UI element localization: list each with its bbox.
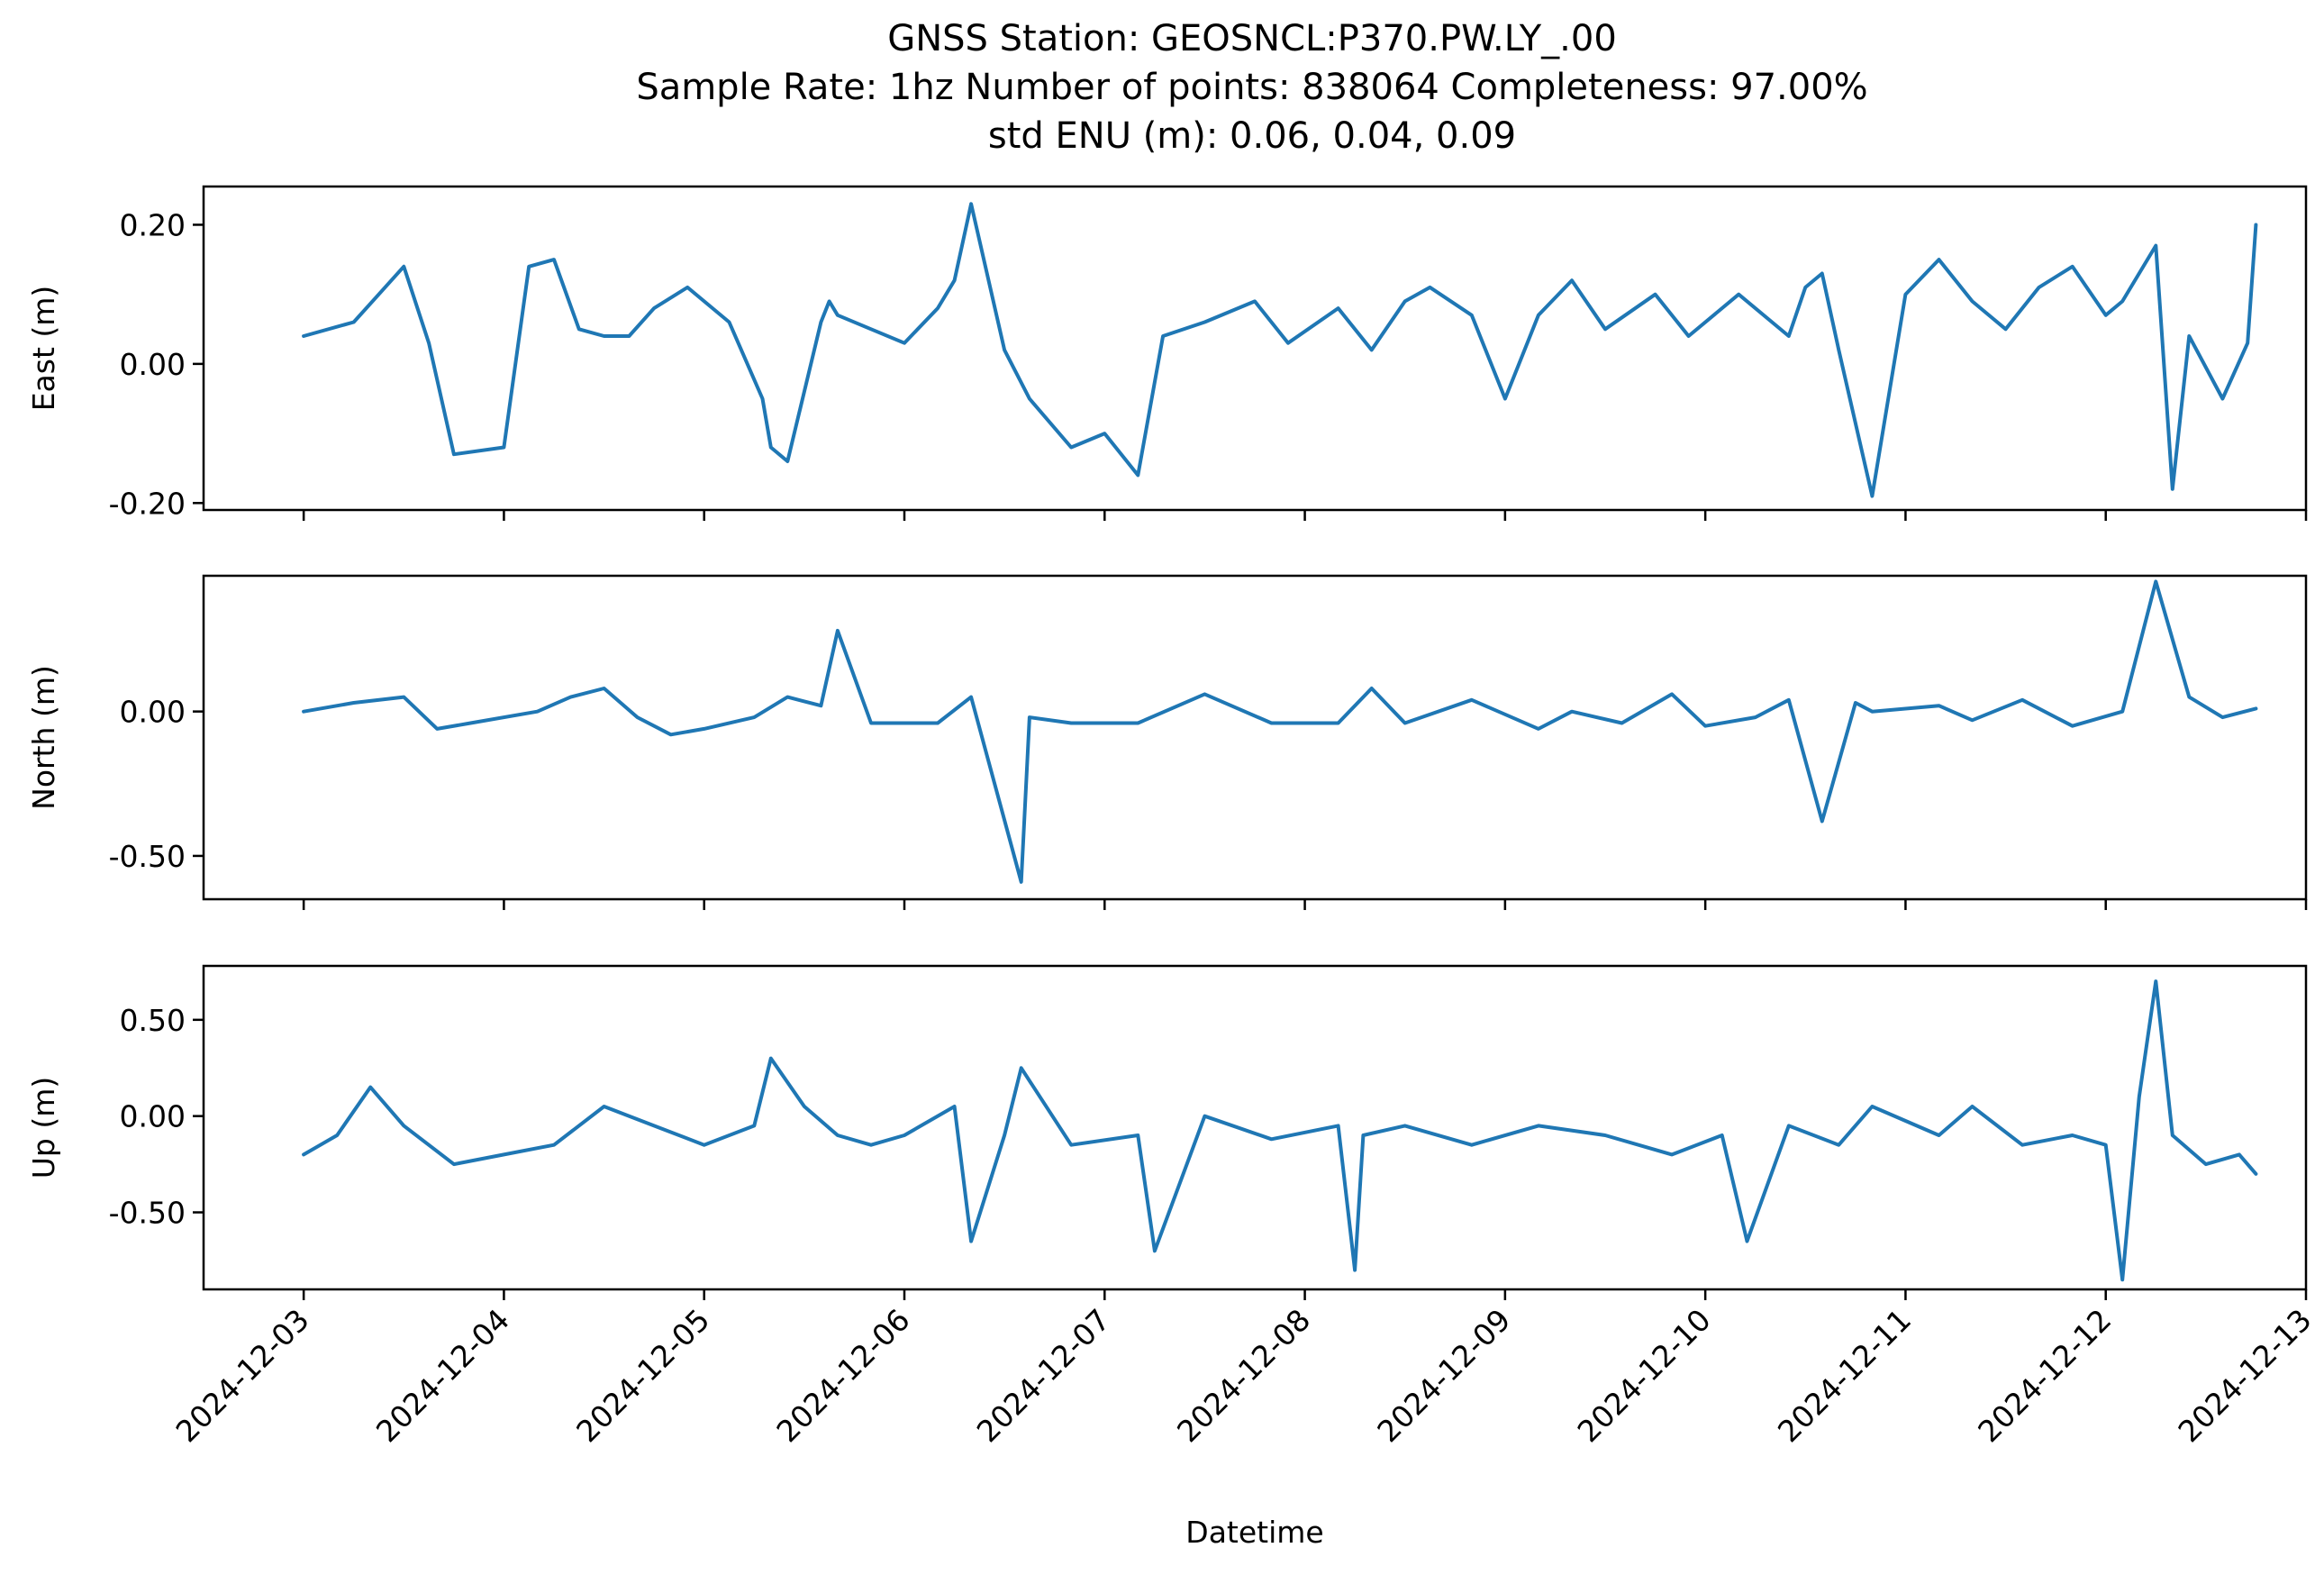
ytick-label-north: -0.50: [109, 839, 186, 874]
xtick-label: 2024-12-13: [2171, 1302, 2318, 1449]
title-line-std: std ENU (m): 0.06, 0.04, 0.09: [988, 115, 1516, 157]
ytick-label-up: -0.50: [109, 1196, 186, 1231]
ytick-label-up: 0.00: [120, 1099, 186, 1134]
xtick-label: 2024-12-09: [1370, 1302, 1517, 1449]
xtick-label: 2024-12-06: [769, 1302, 916, 1449]
subplot-east: -0.20 0.00 0.20 East (m): [26, 185, 2308, 521]
xtick-label: 2024-12-07: [970, 1302, 1117, 1449]
xlabel: Datetime: [1185, 1515, 1323, 1550]
series-line-up: [302, 979, 2258, 1282]
xtick-label: 2024-12-08: [1170, 1302, 1317, 1449]
xtick-label: 2024-12-04: [369, 1302, 516, 1449]
ylabel-east: East (m): [26, 286, 61, 412]
xtick-label: 2024-12-12: [1971, 1302, 2118, 1449]
series-line-east: [302, 202, 2258, 498]
ytick-label-north: 0.00: [120, 695, 186, 730]
axes-frame-up: [202, 964, 2308, 1291]
axes-frame-north: [202, 574, 2308, 901]
ylabel-north: North (m): [26, 665, 61, 810]
title-line-sample-rate: Sample Rate: 1hz Number of points: 83806…: [636, 67, 1867, 108]
axes-frame-east: [202, 185, 2308, 512]
ytick-label-east: 0.00: [120, 347, 186, 382]
ytick-label-east: -0.20: [109, 486, 186, 521]
xtick-label: 2024-12-05: [569, 1302, 716, 1449]
figure-title: GNSS Station: GEOSNCL:P370.PW.LY_.00 Sam…: [636, 18, 1867, 157]
xtick-label: 2024-12-10: [1571, 1302, 1718, 1449]
subplot-north: -0.50 0.00 North (m): [26, 574, 2308, 910]
subplot-up: -0.50 0.00 0.50 Up (m) 2024-12-03 2024-12-04 2…: [26, 964, 2319, 1550]
ytick-label-up: 0.50: [120, 1003, 186, 1038]
ylabel-up: Up (m): [26, 1077, 61, 1179]
ytick-label-east: 0.20: [120, 207, 186, 242]
series-line-north: [302, 579, 2258, 884]
xtick-label: 2024-12-03: [169, 1302, 316, 1449]
title-line-station: GNSS Station: GEOSNCL:P370.PW.LY_.00: [887, 18, 1617, 59]
xtick-label: 2024-12-11: [1771, 1302, 1918, 1449]
